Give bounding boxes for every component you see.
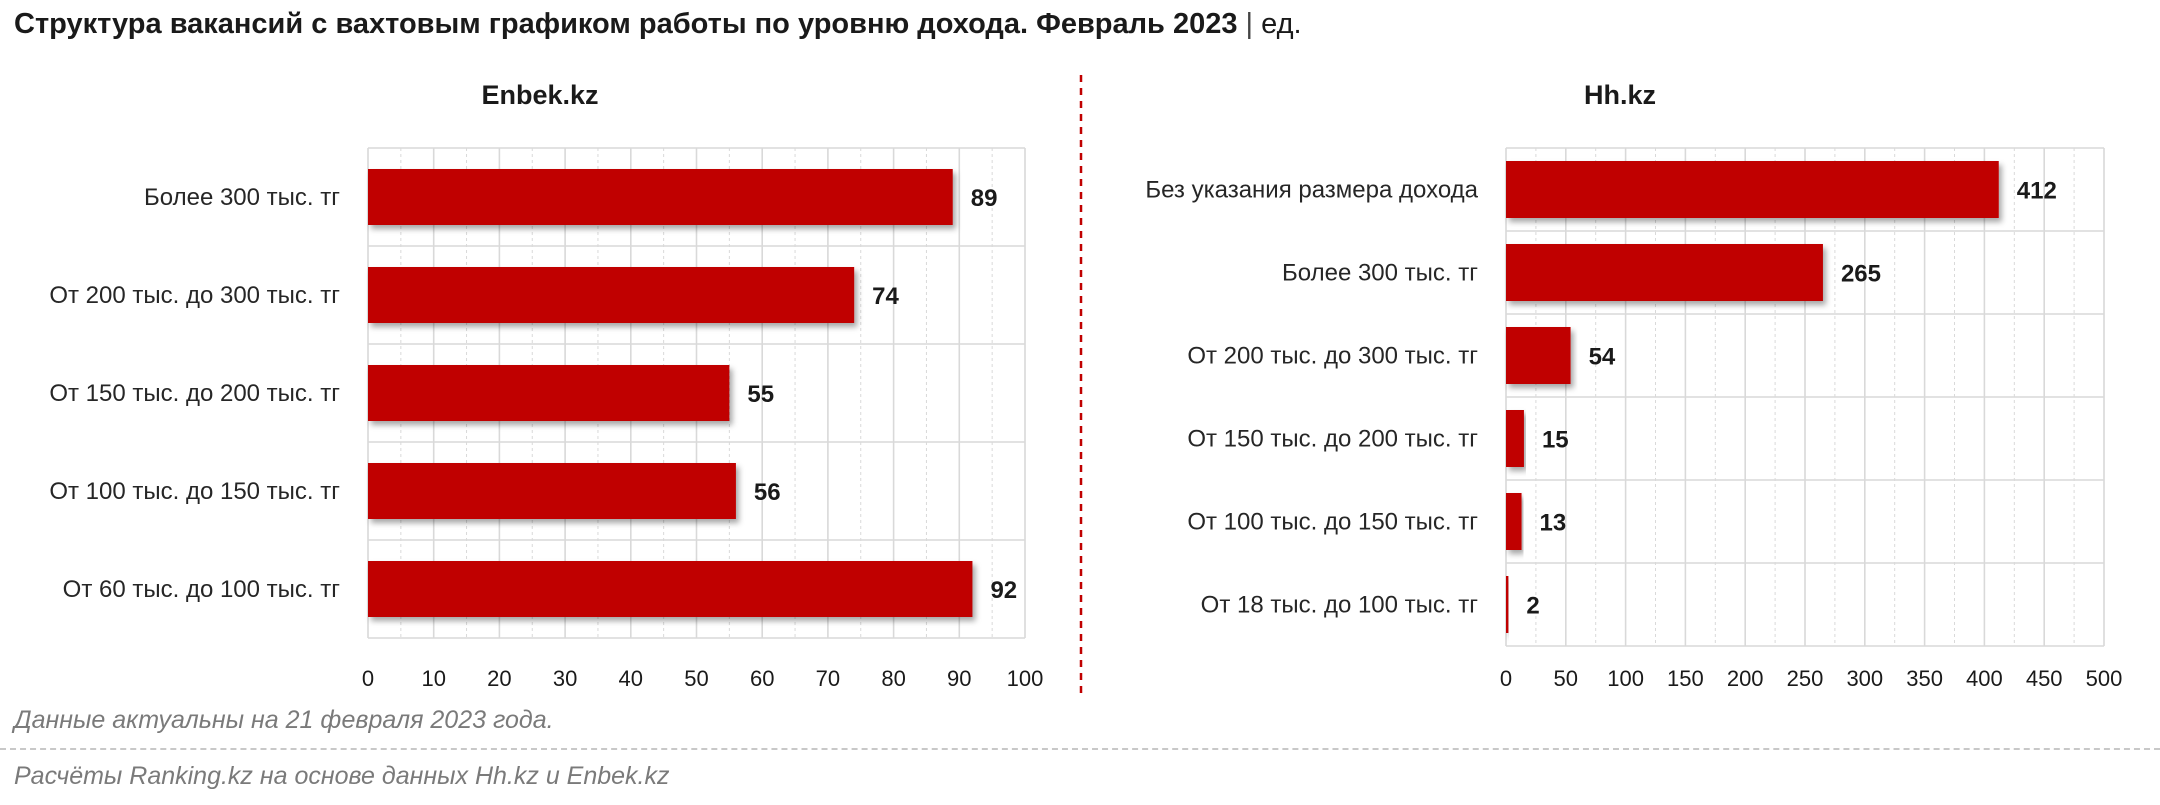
footer-divider <box>0 748 2160 750</box>
hh-data-label: 412 <box>2017 178 2057 205</box>
hh-category-label: Без указания размера дохода <box>1145 177 1478 204</box>
enbek-chart: Enbek.kz 0 10 20 30 40 50 60 70 80 90 100 Более 300 … <box>49 80 1043 691</box>
enbek-category-label: От 150 тыс. до 200 тыс. тг <box>49 380 340 407</box>
hh-category-label: От 18 тыс. до 100 тыс. тг <box>1201 592 1479 619</box>
hh-category-label: От 200 тыс. до 300 тыс. тг <box>1187 343 1478 370</box>
hh-category-label: От 150 тыс. до 200 тыс. тг <box>1187 426 1478 453</box>
enbek-data-label: 89 <box>971 185 998 212</box>
hh-x-tick-label: 150 <box>1667 666 1704 691</box>
enbek-x-tick-label: 0 <box>362 666 374 691</box>
enbek-x-tick-label: 80 <box>881 666 905 691</box>
hh-x-tick-label: 100 <box>1607 666 1644 691</box>
hh-x-tick-label: 250 <box>1787 666 1824 691</box>
enbek-category-label: От 60 тыс. до 100 тыс. тг <box>63 576 341 603</box>
hh-data-label: 2 <box>1526 593 1539 620</box>
enbek-bar <box>368 463 736 519</box>
enbek-x-tick-label: 70 <box>816 666 840 691</box>
enbek-x-tick-label: 20 <box>487 666 511 691</box>
hh-chart-title: Hh.kz <box>1584 80 1656 110</box>
hh-category-label: От 100 тыс. до 150 тыс. тг <box>1187 509 1478 536</box>
hh-x-tick-label: 200 <box>1727 666 1764 691</box>
enbek-data-label: 55 <box>747 381 774 408</box>
hh-x-tick-label: 500 <box>2086 666 2123 691</box>
enbek-bar <box>368 267 855 323</box>
hh-data-label: 13 <box>1540 510 1567 537</box>
enbek-x-tick-label: 40 <box>619 666 643 691</box>
data-date-note: Данные актуальны на 21 февраля 2023 года… <box>14 706 554 734</box>
enbek-x-tick-label: 90 <box>947 666 971 691</box>
hh-chart: Hh.kz 0 50 100 150 200 250 300 350 400 450 500 Без у… <box>1145 80 2122 691</box>
enbek-x-tick-label: 50 <box>684 666 708 691</box>
hh-x-tick-label: 450 <box>2026 666 2063 691</box>
hh-data-label: 54 <box>1589 344 1616 371</box>
enbek-x-tick-label: 30 <box>553 666 577 691</box>
enbek-data-label: 74 <box>872 283 899 310</box>
enbek-data-label: 92 <box>990 577 1017 604</box>
enbek-bar <box>368 169 953 225</box>
source-note: Расчёты Ranking.kz на основе данных Hh.k… <box>14 762 670 790</box>
title-unit: ед. <box>1261 8 1302 40</box>
hh-bar <box>1506 576 1509 633</box>
enbek-category-label: От 200 тыс. до 300 тыс. тг <box>49 282 340 309</box>
chart-title: Структура вакансий с вахтовым графиком р… <box>14 8 1302 41</box>
hh-x-tick-label: 300 <box>1846 666 1883 691</box>
hh-bar <box>1506 327 1571 384</box>
enbek-x-tick-label: 10 <box>421 666 445 691</box>
hh-bar <box>1506 161 1999 218</box>
enbek-category-label: Более 300 тыс. тг <box>144 184 340 211</box>
title-text: Структура вакансий с вахтовым графиком р… <box>14 8 1238 40</box>
title-separator: | <box>1245 8 1254 40</box>
enbek-x-tick-label: 100 <box>1007 666 1044 691</box>
hh-bar <box>1506 410 1524 467</box>
enbek-bar <box>368 561 973 617</box>
enbek-x-tick-label: 60 <box>750 666 774 691</box>
enbek-bar <box>368 365 730 421</box>
hh-x-tick-label: 50 <box>1554 666 1578 691</box>
hh-x-tick-label: 0 <box>1500 666 1512 691</box>
hh-bar <box>1506 493 1522 550</box>
hh-x-tick-label: 400 <box>1966 666 2003 691</box>
enbek-category-label: От 100 тыс. до 150 тыс. тг <box>49 478 340 505</box>
hh-x-tick-label: 350 <box>1906 666 1943 691</box>
hh-data-label: 265 <box>1841 261 1881 288</box>
enbek-data-label: 56 <box>754 479 781 506</box>
hh-category-label: Более 300 тыс. тг <box>1282 260 1478 287</box>
enbek-chart-title: Enbek.kz <box>481 80 598 110</box>
hh-bar <box>1506 244 1823 301</box>
hh-data-label: 15 <box>1542 427 1569 454</box>
